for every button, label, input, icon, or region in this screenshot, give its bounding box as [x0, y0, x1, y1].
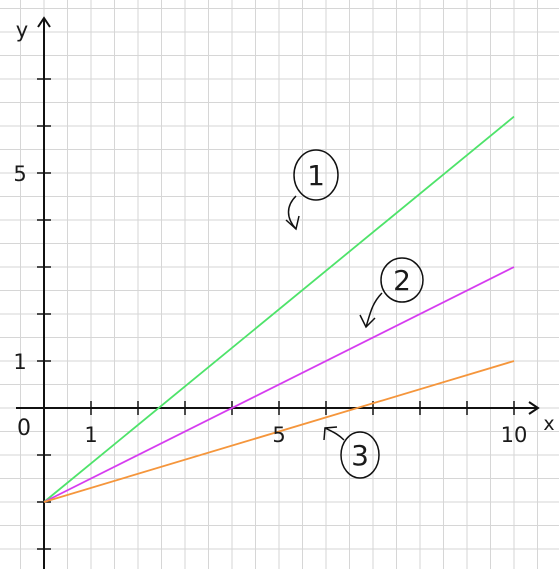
x-tick-label: 1	[84, 423, 97, 447]
series-lines	[43, 115, 515, 503]
x-axis-arrow	[528, 401, 540, 415]
x-ticks	[90, 401, 515, 415]
series-line-1	[43, 115, 515, 503]
annotation-label: 2	[393, 264, 411, 297]
origin-label: 0	[17, 416, 31, 441]
annotation-circle	[380, 257, 424, 303]
y-axis-label: y	[16, 18, 28, 42]
axes	[16, 16, 540, 569]
annotation-circle	[293, 149, 339, 201]
y-axis-arrow	[37, 16, 51, 28]
x-tick-labels: 1 5 10	[84, 423, 527, 447]
annotation-2: 2	[359, 257, 424, 329]
labels: x y 0 1 5 10 15	[13, 18, 554, 447]
annotation-arrow	[365, 292, 383, 328]
x-tick-label: 5	[272, 423, 285, 447]
annotation-1: 1	[285, 149, 339, 231]
annotation-label: 3	[351, 439, 369, 472]
annotations: 1 2 3	[285, 149, 424, 479]
annotation-3: 3	[323, 426, 380, 479]
series-line-3	[43, 360, 515, 503]
y-ticks	[37, 78, 51, 550]
annotation-arrowhead	[285, 215, 300, 231]
annotation-arrow	[324, 427, 345, 441]
x-axis-label: x	[543, 413, 554, 435]
annotation-circle	[340, 431, 380, 479]
annotation-label: 1	[307, 159, 325, 192]
y-tick-labels: 15	[13, 162, 26, 374]
y-tick-label: 5	[13, 162, 26, 186]
annotation-arrowhead	[323, 426, 338, 441]
x-tick-label: 10	[501, 423, 528, 447]
annotation-arrowhead	[359, 314, 376, 329]
series-line-2	[43, 266, 515, 503]
y-tick-label: 1	[13, 350, 26, 374]
